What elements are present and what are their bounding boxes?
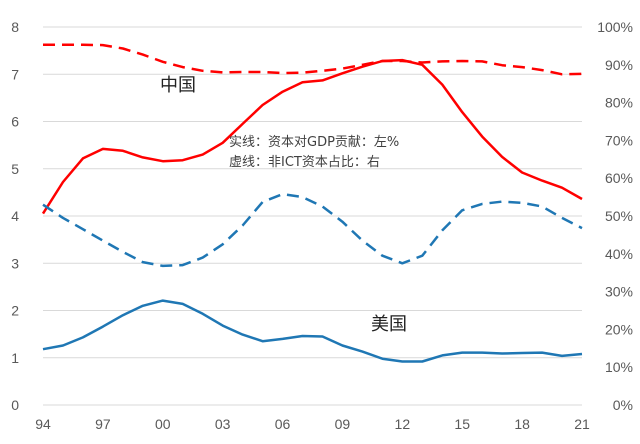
right-tick-label: 90%	[605, 57, 633, 73]
left-tick-label: 8	[11, 19, 19, 35]
left-tick-label: 4	[11, 208, 19, 224]
label-usa: 美国	[371, 314, 407, 335]
right-tick-label: 30%	[605, 284, 633, 300]
x-tick-label: 12	[395, 416, 411, 432]
china-solid-line	[41, 58, 583, 215]
right-tick-label: 60%	[605, 170, 633, 186]
gridlines	[43, 26, 582, 406]
x-tick-label: 09	[335, 416, 351, 432]
usa-dashed-line	[42, 192, 583, 268]
left-tick-label: 0	[11, 397, 19, 413]
annotation-solid-lines: 实线：资本对GDP贡献：左%	[229, 135, 399, 150]
right-tick-label: 50%	[605, 208, 633, 224]
left-tick-label: 6	[11, 114, 19, 130]
annotation-dashed-lines: 虚线：非ICT资本占比：右	[229, 155, 380, 170]
left-tick-label: 7	[11, 66, 19, 82]
china-dashed-line	[43, 43, 583, 76]
right-axis-ticks: 0% 10% 20% 30% 40% 50% 60% 70% 80% 90% 100%	[597, 19, 633, 413]
right-tick-label: 10%	[605, 359, 633, 375]
right-tick-label: 70%	[605, 132, 633, 148]
right-tick-label: 100%	[597, 19, 633, 35]
series-lines	[41, 43, 583, 363]
x-tick-label: 97	[95, 416, 111, 432]
right-tick-label: 40%	[605, 246, 633, 262]
left-tick-label: 3	[11, 255, 19, 271]
right-tick-label: 20%	[605, 321, 633, 337]
right-tick-label: 0%	[613, 397, 633, 413]
x-tick-label: 18	[514, 416, 530, 432]
x-tick-label: 15	[454, 416, 470, 432]
x-tick-label: 21	[574, 416, 590, 432]
x-tick-label: 06	[275, 416, 291, 432]
x-tick-label: 03	[215, 416, 231, 432]
left-tick-label: 5	[11, 161, 19, 177]
left-tick-label: 2	[11, 303, 19, 319]
left-tick-label: 1	[11, 350, 19, 366]
x-tick-label: 00	[155, 416, 171, 432]
right-tick-label: 80%	[605, 95, 633, 111]
label-china: 中国	[160, 75, 196, 96]
x-tick-label: 94	[35, 416, 51, 432]
left-axis-ticks: 0 1 2 3 4 5 6 7 8	[11, 19, 19, 413]
usa-solid-line	[42, 299, 583, 363]
x-axis-ticks: 94 97 00 03 06 09 12 15 18 21	[35, 416, 590, 432]
